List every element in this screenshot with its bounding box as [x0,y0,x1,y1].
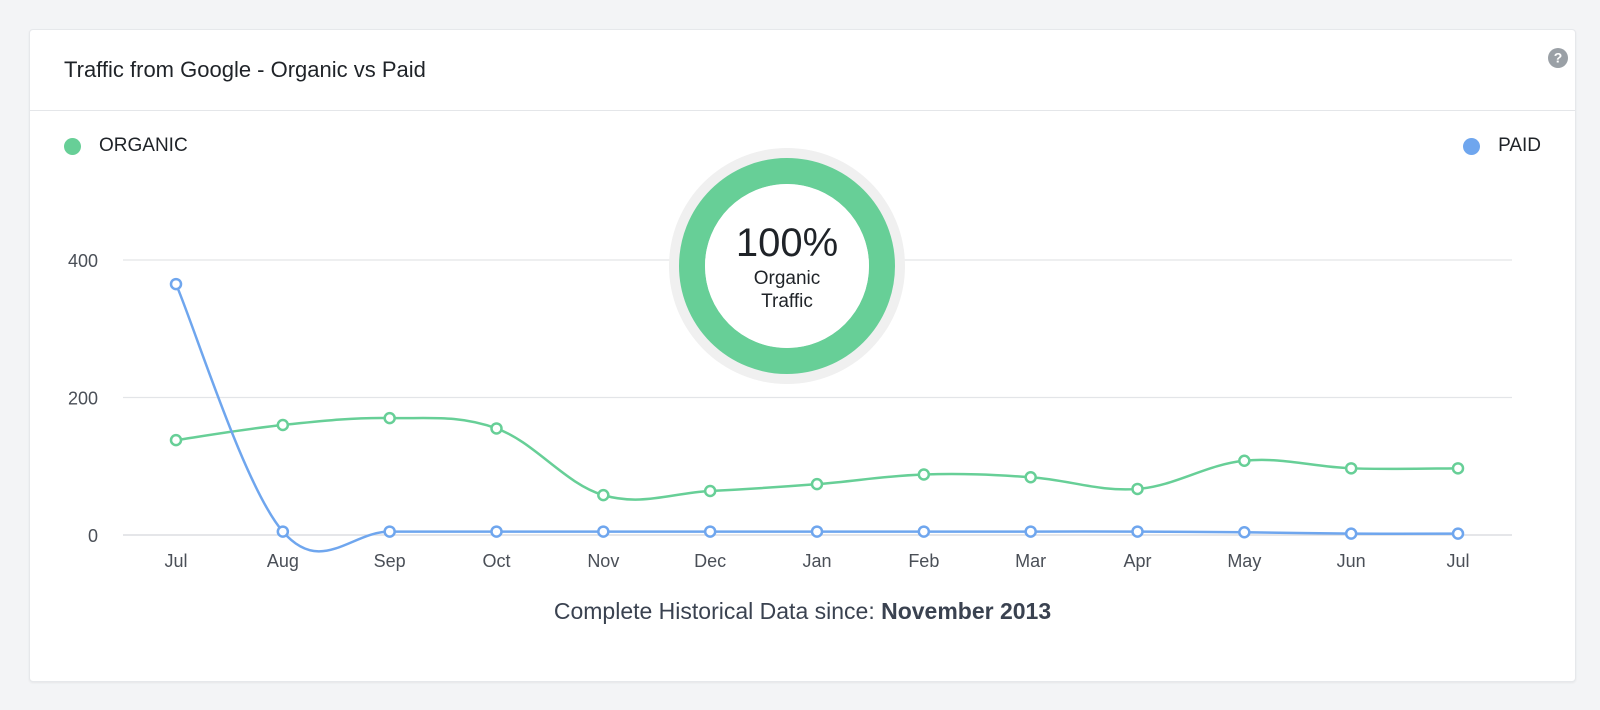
organic-point [1238,454,1251,467]
x-tick-label: May [1227,551,1261,571]
organic-share-donut: 100% Organic Traffic [669,148,905,384]
historical-data-prefix: Complete Historical Data since: [553,598,882,624]
legend-paid-dot [1463,137,1481,155]
x-tick-label: Apr [1123,551,1151,571]
x-tick-label: Nov [587,551,619,571]
question-circle-icon[interactable]: ? [1547,47,1569,69]
x-tick-label: Aug [267,551,299,571]
legend-organic-label: ORGANIC [99,135,188,156]
traffic-card: Traffic from Google - Organic vs Paid ? … [29,29,1576,682]
organic-point [169,433,183,447]
donut-organic-arc [679,158,895,374]
paid-point [383,525,396,538]
x-axis-ticks: Jul Aug Sep Oct Nov Dec Jan Feb Mar Apr May Jun Jul [164,551,1469,571]
paid-point [1238,526,1251,539]
organic-point [597,488,610,502]
x-tick-label: Sep [374,551,406,571]
paid-point [1024,525,1037,538]
x-tick-label: Oct [482,551,510,571]
donut-value-label: 100% [736,221,838,265]
x-tick-label: Jul [1446,551,1469,571]
x-tick-label: Jul [164,551,187,571]
organic-point [917,468,931,481]
legend-organic-dot [64,137,81,155]
series-lines [169,277,1465,553]
svg-text:?: ? [1554,50,1563,66]
y-tick-label: 200 [68,389,98,409]
paid-point [276,525,290,538]
legend-organic[interactable]: ORGANIC [64,134,188,158]
donut-center [705,184,869,348]
paid-point [1344,527,1358,540]
card-title: Traffic from Google - Organic vs Paid [64,57,426,82]
card-header: Traffic from Google - Organic vs Paid ? [30,30,1575,111]
paid-point [810,525,824,538]
x-tick-label: Jun [1337,551,1366,571]
organic-point [1344,462,1358,475]
organic-point [1131,482,1144,496]
organic-point [1451,462,1465,475]
traffic-line-chart: 0 200 400 Jul Aug Sep Oct Nov Dec Jan Feb Mar Apr Ma… [68,148,1512,571]
x-tick-label: Feb [908,551,939,571]
x-tick-label: Jan [802,551,831,571]
x-tick-label: Mar [1015,551,1046,571]
y-axis-ticks: 0 200 400 [68,251,98,546]
donut-label-line1: Organic [754,268,821,289]
organic-point [1024,471,1037,484]
paid-point [917,525,931,538]
organic-point [276,418,290,432]
organic-point [810,477,824,491]
legend-paid-label: PAID [1498,135,1541,156]
paid-point [490,525,503,538]
paid-point [703,525,717,538]
historical-data-date: November 2013 [881,598,1052,624]
y-tick-label: 400 [68,251,98,271]
paid-point [1131,525,1144,538]
paid-point [597,525,610,538]
y-tick-label: 0 [88,526,98,546]
historical-data-note: Complete Historical Data since: November… [30,598,1575,625]
paid-point [1451,527,1465,540]
donut-label-line2: Traffic [761,291,813,312]
paid-point [169,277,183,291]
organic-point [490,422,503,435]
organic-point [703,484,717,498]
legend-paid[interactable]: PAID [1463,134,1541,158]
x-tick-label: Dec [694,551,726,571]
organic-point [383,411,396,425]
